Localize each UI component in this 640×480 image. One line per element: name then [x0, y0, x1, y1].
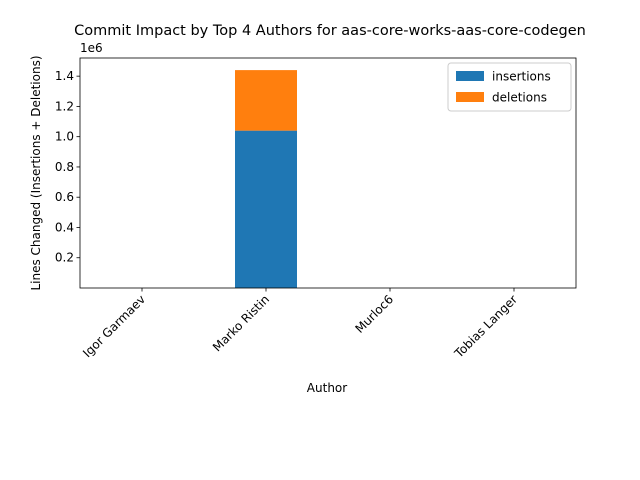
legend: insertions deletions: [447, 62, 572, 112]
bar-deletions-1: [235, 70, 297, 131]
bar-insertions-1: [235, 130, 297, 288]
legend-swatch-deletions: [456, 92, 484, 102]
y-tick-label-0: 0.2: [55, 251, 74, 265]
y-tick-label-1: 0.4: [55, 220, 74, 234]
legend-label-insertions: insertions: [492, 70, 551, 84]
y-axis-label: Lines Changed (Insertions + Deletions): [29, 55, 43, 290]
x-axis-label: Author: [307, 381, 347, 395]
chart-title: Commit Impact by Top 4 Authors for aas-c…: [74, 23, 586, 39]
y-tick-label-6: 1.4: [55, 69, 74, 83]
y-tick-label-2: 0.6: [55, 190, 74, 204]
y-tick-label-5: 1.2: [55, 99, 74, 113]
legend-label-deletions: deletions: [492, 91, 547, 105]
y-tick-label-3: 0.8: [55, 160, 74, 174]
legend-swatch-insertions: [456, 71, 484, 81]
y-tick-label-4: 1.0: [55, 130, 74, 144]
y-offset-text: 1e6: [80, 41, 103, 55]
axes-frame: [79, 57, 577, 289]
